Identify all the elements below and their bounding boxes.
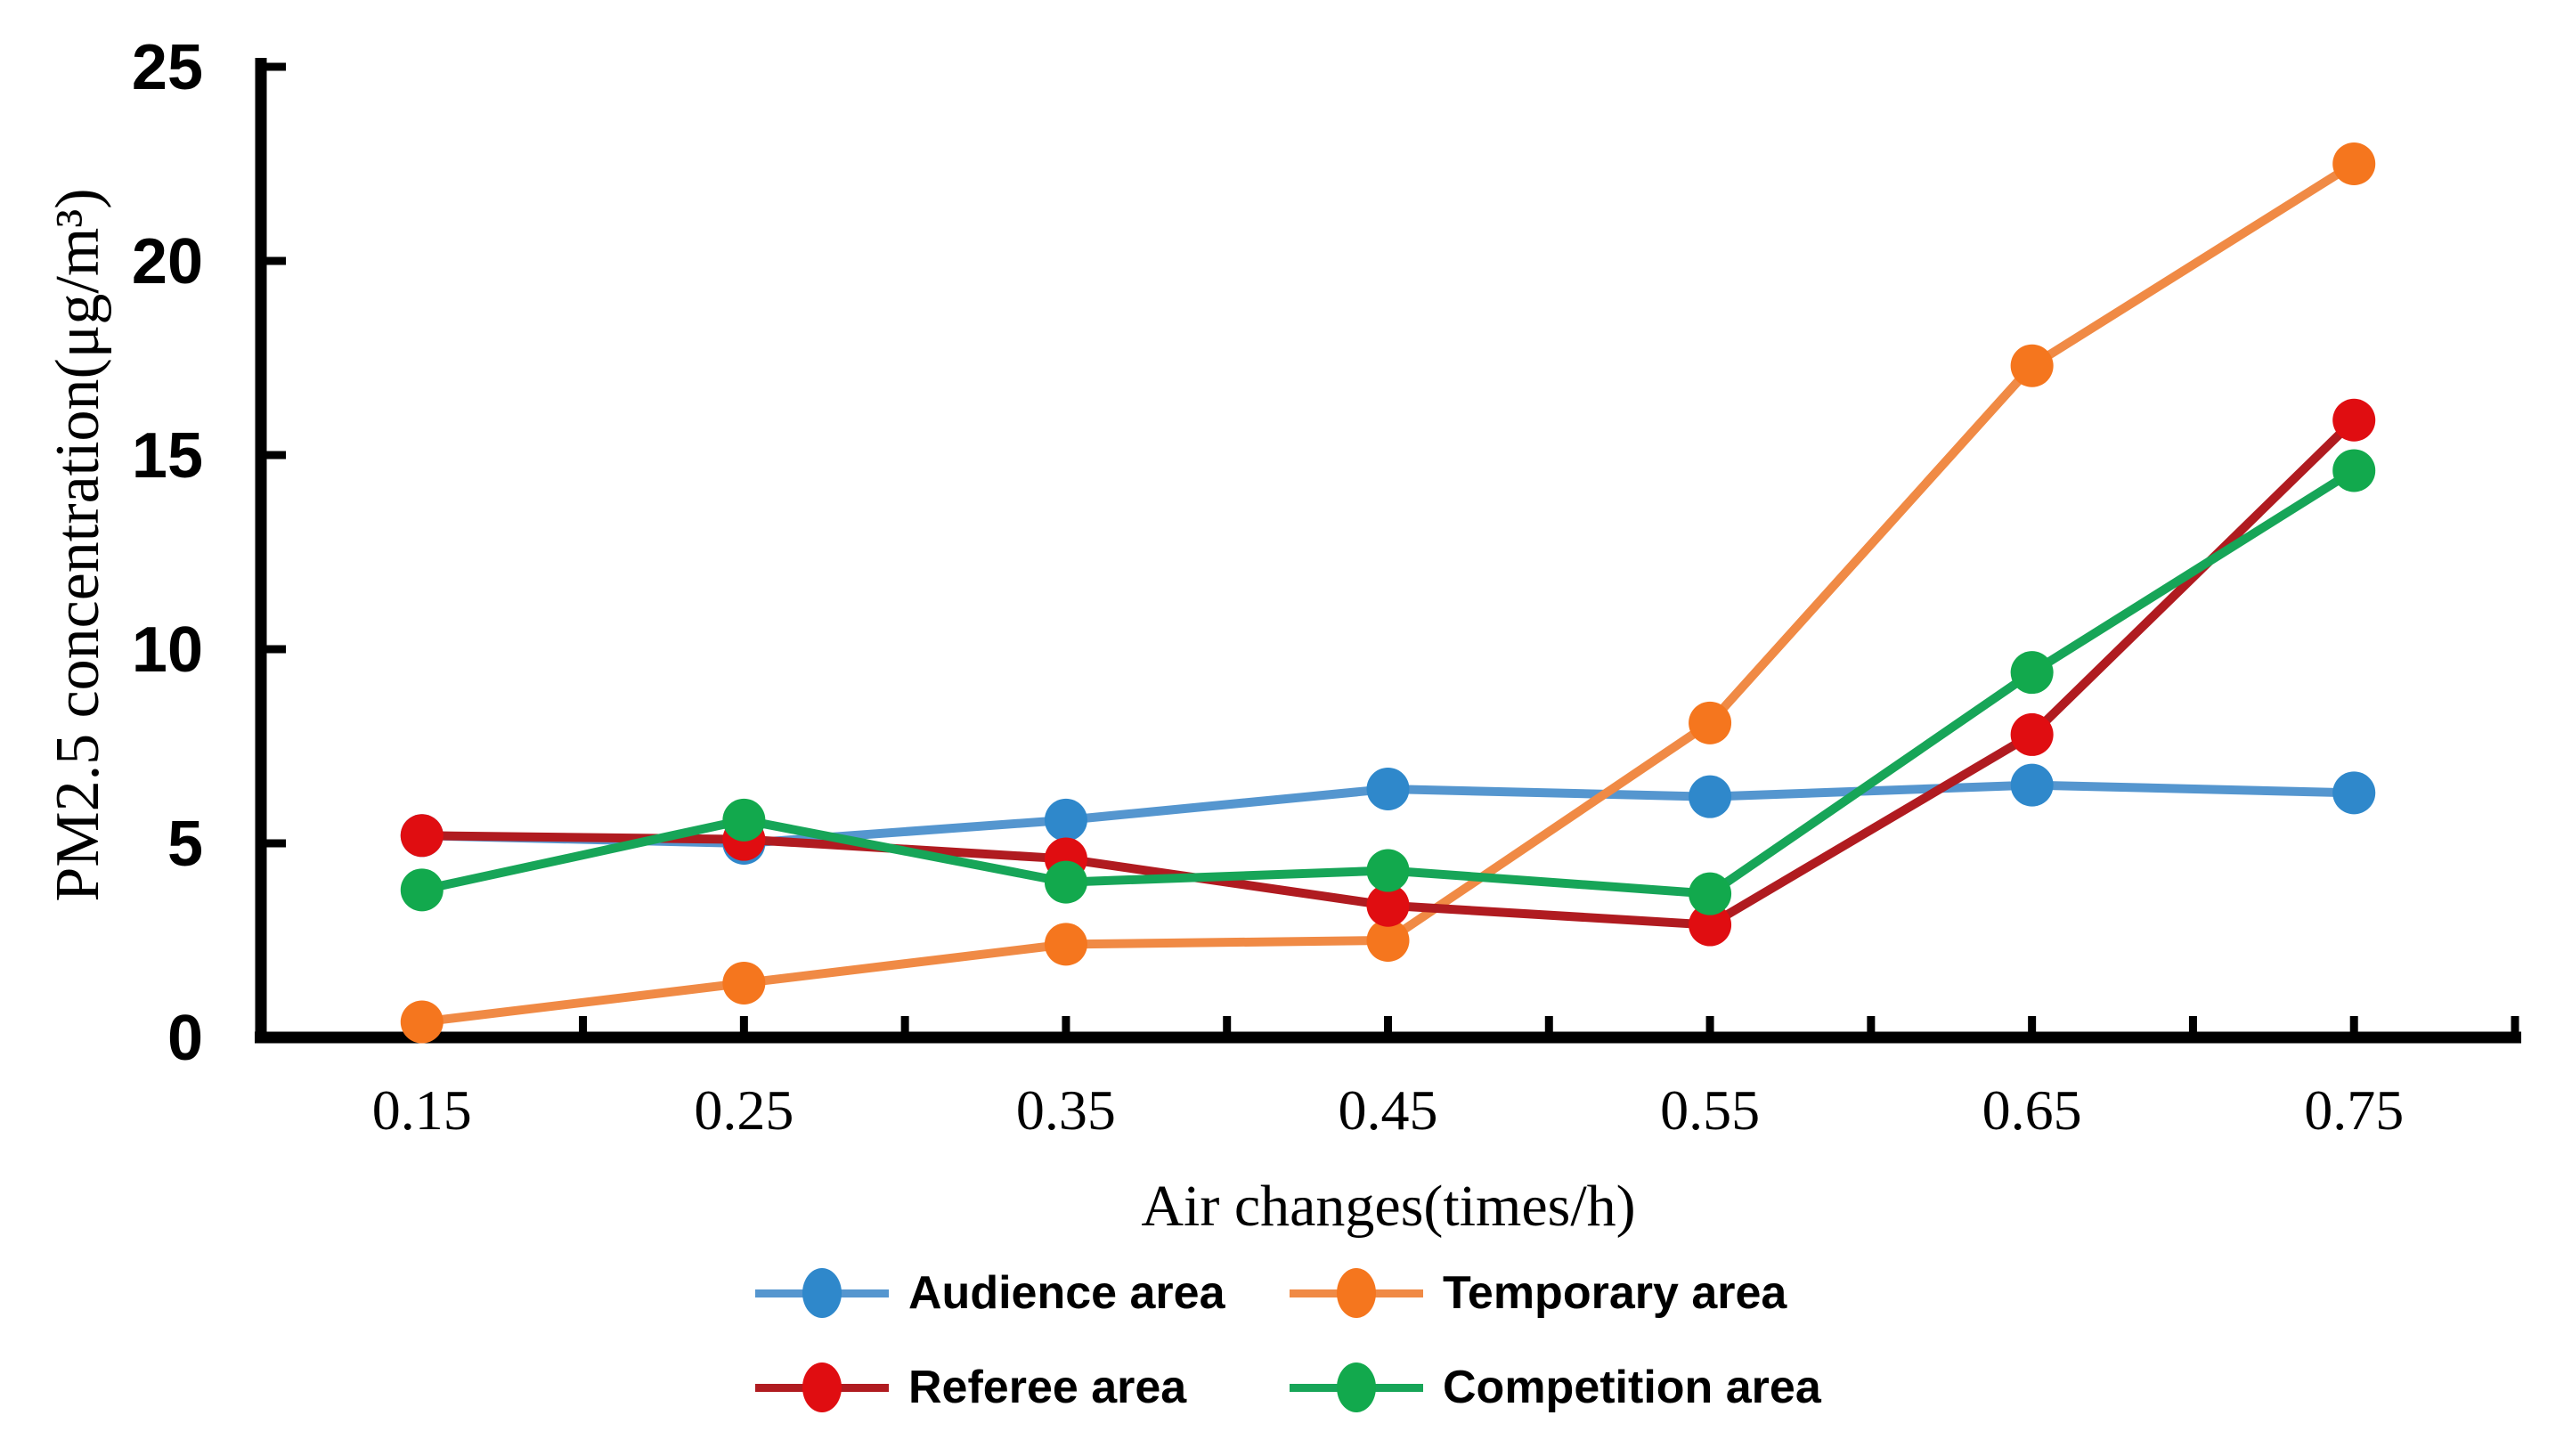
legend-dot-icon — [1337, 1362, 1376, 1412]
series-marker-temporary-area-0.75 — [2332, 142, 2376, 185]
legend-label: Competition area — [1443, 1362, 1821, 1413]
legend-label: Referee area — [908, 1362, 1187, 1413]
series-marker-temporary-area-0.55 — [1689, 701, 1732, 744]
series-marker-temporary-area-0.15 — [400, 1000, 444, 1044]
series-marker-competition-area-0.45 — [1366, 849, 1410, 892]
series-marker-audience-area-0.35 — [1044, 798, 1087, 842]
series-marker-competition-area-0.65 — [2010, 651, 2054, 695]
series-marker-competition-area-0.15 — [400, 868, 444, 912]
x-tick-label-0.25: 0.25 — [694, 1078, 794, 1142]
series-line-competition-area — [420, 467, 2356, 899]
series-marker-temporary-area-0.45 — [1366, 919, 1410, 962]
y-tick-label-5: 5 — [167, 809, 203, 880]
series-marker-referee-area-0.65 — [2010, 712, 2054, 756]
y-tick-label-25: 25 — [132, 32, 203, 103]
legend-item-audience-area: Audience area — [755, 1266, 1290, 1320]
series-marker-audience-area-0.45 — [1366, 767, 1410, 810]
x-tick-label-0.55: 0.55 — [1660, 1078, 1760, 1142]
legend-item-referee-area: Referee area — [755, 1361, 1290, 1414]
x-tick-label-0.75: 0.75 — [2304, 1078, 2404, 1142]
series-marker-referee-area-0.75 — [2332, 398, 2376, 442]
legend-dot-icon — [1337, 1268, 1376, 1318]
legend-marker-temporary-area — [1290, 1266, 1423, 1320]
x-tick-label-0.45: 0.45 — [1339, 1078, 1438, 1142]
legend-label: Temporary area — [1443, 1267, 1787, 1319]
series-marker-audience-area-0.75 — [2332, 771, 2376, 815]
x-tick-label-0.15: 0.15 — [372, 1078, 472, 1142]
series-marker-audience-area-0.65 — [2010, 763, 2054, 807]
series-marker-referee-area-0.55 — [1689, 903, 1732, 947]
legend-marker-competition-area — [1290, 1361, 1423, 1414]
x-tick-label-0.35: 0.35 — [1016, 1078, 1116, 1142]
series-marker-audience-area-0.55 — [1689, 775, 1732, 818]
legend-dot-icon — [802, 1268, 842, 1318]
series-marker-competition-area-0.35 — [1044, 860, 1087, 904]
y-tick-label-10: 10 — [132, 614, 203, 686]
x-tick-label-0.65: 0.65 — [1982, 1078, 2082, 1142]
series-marker-referee-area-0.15 — [400, 814, 444, 858]
y-tick-label-0: 0 — [167, 1003, 203, 1074]
series-marker-temporary-area-0.25 — [722, 961, 766, 1005]
series-marker-referee-area-0.45 — [1366, 883, 1410, 927]
series-marker-competition-area-0.55 — [1689, 872, 1732, 915]
legend-item-competition-area: Competition area — [1290, 1361, 1821, 1414]
legend-label: Audience area — [908, 1267, 1225, 1319]
legend-dot-icon — [802, 1362, 842, 1412]
series-marker-temporary-area-0.65 — [2010, 344, 2054, 387]
chart-legend: Audience area Temporary area Referee are… — [755, 1266, 1821, 1414]
y-axis-title: PM2.5 concentration(μg/m³) — [44, 188, 112, 902]
legend-item-temporary-area: Temporary area — [1290, 1266, 1821, 1320]
legend-marker-audience-area — [755, 1266, 889, 1320]
series-marker-competition-area-0.25 — [722, 798, 766, 842]
x-axis-title: Air changes(times/h) — [1141, 1174, 1636, 1239]
y-tick-label-15: 15 — [132, 420, 203, 492]
legend-marker-referee-area — [755, 1361, 889, 1414]
y-tick-label-20: 20 — [132, 226, 203, 297]
series-marker-competition-area-0.75 — [2332, 449, 2376, 492]
series-marker-temporary-area-0.35 — [1044, 923, 1087, 966]
